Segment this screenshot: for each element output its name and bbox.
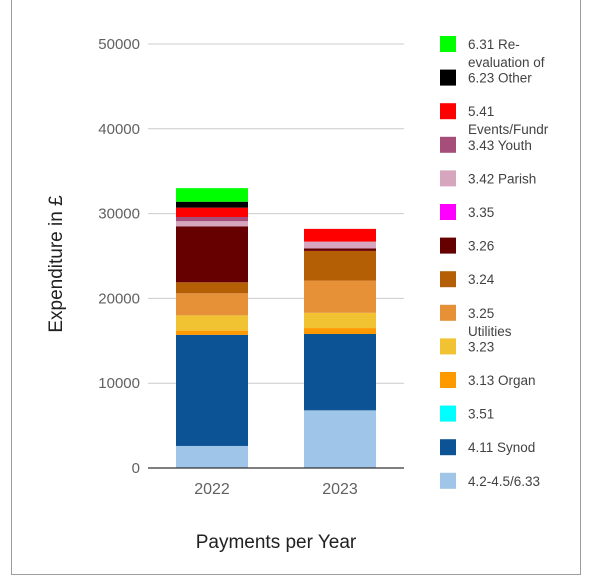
legend-label: 3.51 (468, 407, 494, 422)
legend-swatch (440, 136, 456, 153)
x-axis-ticks: 2022 2023 (194, 481, 358, 498)
bar-segment[interactable] (304, 248, 376, 251)
x-tick-label: 2023 (322, 481, 358, 498)
legend-swatch (440, 271, 456, 288)
y-axis-ticks: 0 10000 20000 30000 40000 50000 (98, 36, 140, 477)
bar-segment[interactable] (176, 207, 248, 217)
bar-segment[interactable] (176, 201, 248, 208)
legend-label: 6.31 Re-evaluation of (468, 37, 545, 70)
legend-label: 5.41 Events/Fundr (468, 104, 549, 137)
legend-swatch (440, 204, 456, 220)
legend-swatch (440, 372, 456, 388)
legend-swatch (440, 103, 456, 120)
bar-segment[interactable] (176, 221, 248, 227)
legend-label: 6.23 Other (468, 71, 532, 86)
y-tick-label: 40000 (98, 121, 140, 138)
bar-segment[interactable] (176, 330, 248, 335)
bar-segment[interactable] (176, 216, 248, 222)
legend-swatch (440, 304, 456, 321)
legend-label: 3.24 (468, 272, 495, 287)
legend-label: 3.25 Utilities (468, 306, 512, 339)
y-tick-label: 30000 (98, 206, 140, 223)
x-tick-label: 2022 (194, 481, 230, 498)
legend-swatch (440, 405, 456, 422)
y-tick-label: 20000 (98, 290, 140, 307)
bar-segment[interactable] (304, 280, 376, 313)
legend-swatch (440, 69, 456, 86)
bar-segment[interactable] (176, 445, 248, 468)
x-axis-title: Payments per Year (196, 532, 357, 553)
bar-segment[interactable] (304, 228, 376, 242)
legend-swatch (440, 170, 456, 187)
bar-segment[interactable] (176, 315, 248, 331)
legend-swatch (440, 472, 456, 489)
bar-segment[interactable] (176, 334, 248, 446)
y-tick-label: 10000 (98, 375, 140, 392)
legend-swatch (440, 338, 456, 355)
bars (176, 188, 376, 468)
legend-label: 4.2-4.5/6.33 (468, 474, 540, 489)
y-tick-label: 0 (132, 460, 140, 477)
legend-label: 3.43 Youth (468, 138, 532, 153)
bar-segment[interactable] (304, 250, 376, 281)
legend-swatch (440, 36, 456, 52)
bar-segment[interactable] (304, 410, 376, 468)
bar-segment[interactable] (176, 282, 248, 294)
legend-swatch (440, 237, 456, 254)
legend-label: 3.13 Organ (468, 373, 536, 388)
bar-segment[interactable] (176, 293, 248, 316)
legend-label: 4.11 Synod (468, 440, 535, 455)
legend-label: 3.42 Parish (468, 171, 536, 186)
chart-frame (11, 0, 581, 575)
bar-segment[interactable] (304, 328, 376, 335)
bar-segment[interactable] (304, 334, 376, 411)
bar-segment[interactable] (304, 312, 376, 329)
y-axis-title: Expenditure in £ (46, 195, 67, 333)
legend-swatch (440, 439, 456, 456)
bar-segment[interactable] (304, 241, 376, 249)
y-tick-label: 50000 (98, 36, 140, 53)
legend-label: 3.35 (468, 205, 494, 220)
legend[interactable]: 6.31 Re-evaluation of6.23 Other 5.41 Event… (440, 36, 549, 489)
bar-segment[interactable] (176, 226, 248, 283)
bar-segment[interactable] (176, 188, 248, 202)
legend-label: 3.23 (468, 339, 494, 354)
legend-label: 3.26 (468, 239, 494, 254)
